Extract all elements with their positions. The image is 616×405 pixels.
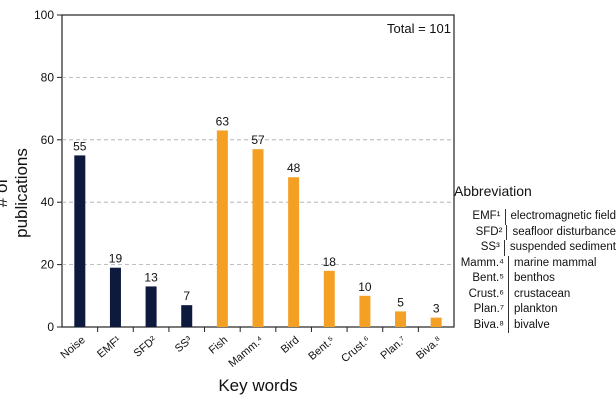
- abbreviation-row: EMF¹ electromagnetic field: [452, 209, 616, 225]
- abbreviation-key: SS³: [452, 240, 505, 256]
- x-tick-label: SFD²: [132, 334, 160, 360]
- abbreviation-value: suspended sediment: [509, 241, 616, 253]
- abbreviation-key: Biva.⁸: [452, 317, 509, 333]
- bar-value-label: 63: [216, 114, 230, 128]
- bar: [145, 286, 157, 327]
- abbreviation-value: crustacean: [514, 287, 571, 300]
- bar-value-label: 13: [144, 270, 158, 284]
- bar-value-label: 18: [323, 255, 337, 269]
- bar: [288, 177, 300, 327]
- abbreviation-row: Plan.⁷ plankton: [452, 302, 616, 318]
- abbreviation-row: Biva.⁸ bivalve: [452, 317, 616, 333]
- abbreviation-legend: Abbreviation EMF¹ electromagnetic field SF…: [452, 183, 616, 333]
- x-tick-label: Bird: [279, 334, 302, 356]
- x-tick-label: Fish: [207, 334, 231, 357]
- abbreviation-row: Crust.⁶ crustacean: [452, 286, 616, 302]
- abbreviation-value: seafloor disturbance: [512, 225, 616, 238]
- bar-value-label: 19: [109, 252, 123, 266]
- bar-value-label: 10: [358, 280, 372, 294]
- abbreviation-key: EMF¹: [452, 209, 506, 225]
- y-tick-label: 100: [34, 8, 54, 22]
- bar: [252, 149, 264, 327]
- bar-value-label: 55: [73, 139, 87, 153]
- bar: [216, 130, 228, 327]
- bar: [74, 155, 86, 327]
- abbreviation-key: Mamm.⁴: [452, 255, 509, 271]
- total-annotation: Total = 101: [387, 21, 451, 36]
- bar: [109, 267, 121, 327]
- x-tick-label: Plan.⁷: [378, 334, 408, 362]
- abbreviation-title: Abbreviation: [454, 183, 532, 199]
- bar: [323, 270, 335, 327]
- abbreviation-list: EMF¹ electromagnetic field SFD² seafloor di…: [452, 209, 616, 333]
- abbreviation-key: Plan.⁷: [452, 302, 509, 318]
- abbreviation-key: Crust.⁶: [452, 286, 509, 302]
- y-tick-label: 20: [41, 258, 55, 272]
- x-tick-label: Noise: [58, 334, 87, 361]
- x-axis-label: Key words: [218, 376, 298, 395]
- bar-value-label: 48: [287, 161, 301, 175]
- y-tick-label: 80: [41, 70, 55, 84]
- bar: [395, 311, 407, 327]
- bar-value-label: 57: [251, 133, 265, 147]
- abbreviation-row: Mamm.⁴ marine mammal: [452, 255, 616, 271]
- abbreviation-row: SFD² seafloor disturbance: [452, 224, 616, 240]
- bar: [430, 317, 442, 327]
- bar: [181, 305, 193, 327]
- y-axis-label: # of publications: [0, 148, 31, 238]
- abbreviation-row: Bent.⁵ benthos: [452, 271, 616, 287]
- y-tick-label: 0: [47, 320, 54, 334]
- x-tick-label: Biva.⁸: [414, 334, 444, 362]
- bar-value-label: 3: [433, 302, 440, 316]
- bar: [359, 295, 371, 327]
- y-tick-label: 40: [41, 195, 55, 209]
- abbreviation-value: bivalve: [514, 318, 550, 331]
- x-tick-label: Mamm.⁴: [227, 334, 267, 370]
- x-tick-label: Bent.⁵: [306, 334, 337, 363]
- x-tick-label: EMF¹: [95, 334, 124, 361]
- abbreviation-key: SFD²: [452, 224, 508, 240]
- bar-value-label: 5: [397, 295, 404, 309]
- abbreviation-value: plankton: [514, 303, 558, 315]
- abbreviation-value: marine mammal: [514, 256, 597, 269]
- y-tick-label: 60: [41, 133, 55, 147]
- abbreviation-value: electromagnetic field: [510, 210, 616, 222]
- abbreviation-row: SS³ suspended sediment: [452, 240, 616, 256]
- x-tick-label: Crust.⁶: [339, 334, 373, 365]
- abbreviation-value: benthos: [514, 272, 555, 284]
- x-tick-label: SS³: [173, 334, 195, 355]
- bar-value-label: 7: [183, 289, 190, 303]
- abbreviation-key: Bent.⁵: [452, 271, 509, 287]
